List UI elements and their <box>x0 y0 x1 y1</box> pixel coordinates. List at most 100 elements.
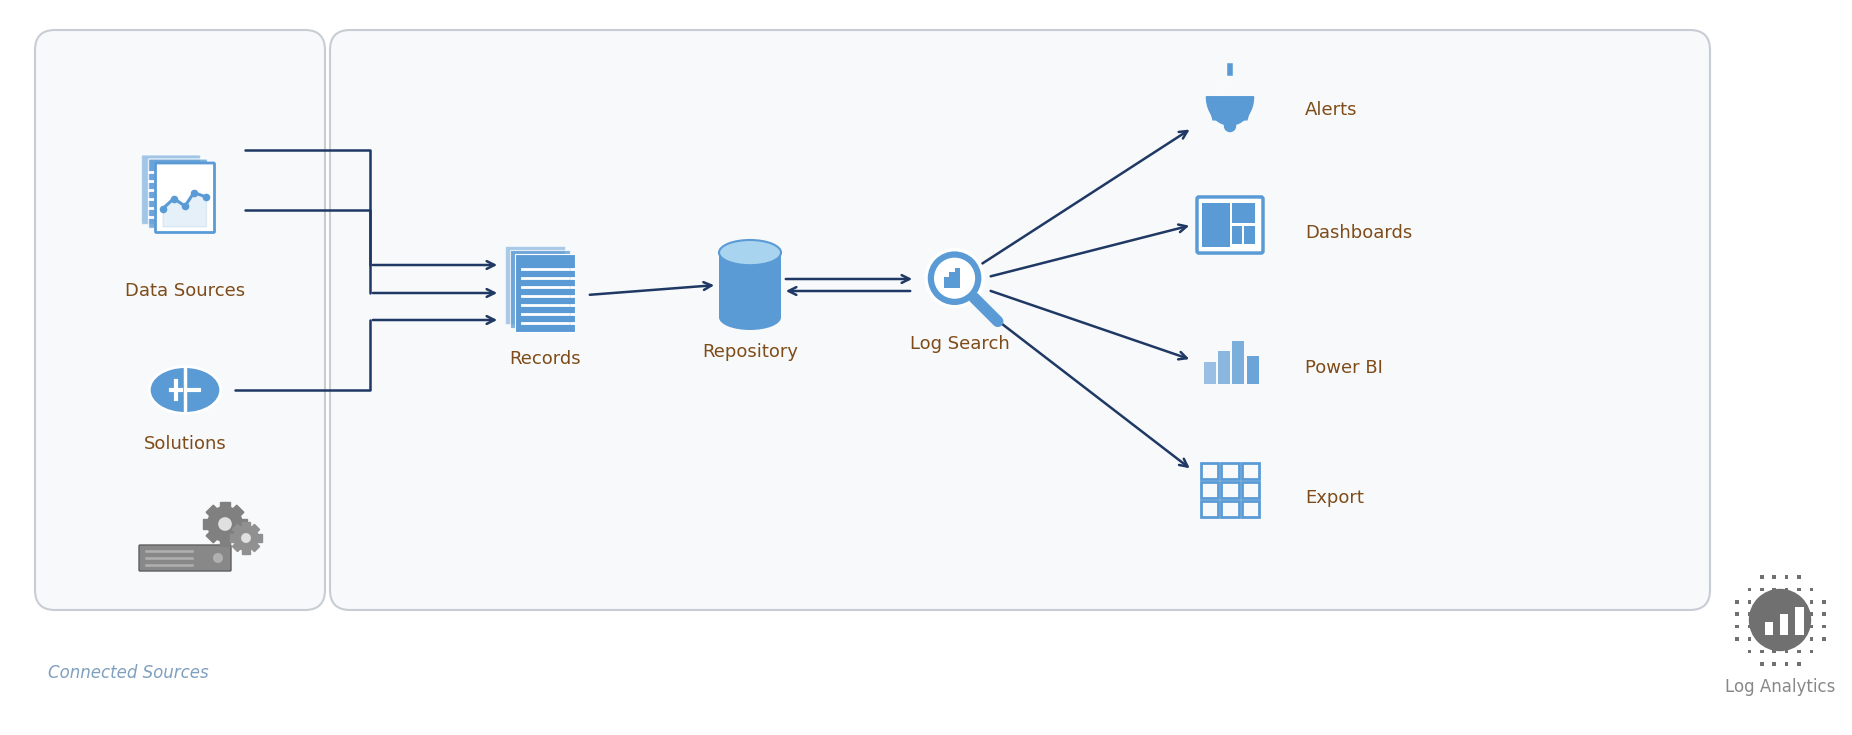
Bar <box>1202 203 1230 247</box>
Circle shape <box>1748 589 1811 651</box>
Point <box>180 187 209 198</box>
Bar <box>1772 575 1776 578</box>
Bar <box>1772 650 1776 653</box>
Bar <box>1232 203 1256 223</box>
FancyBboxPatch shape <box>156 163 215 232</box>
Bar <box>1759 637 1763 641</box>
Text: Power BI: Power BI <box>1306 359 1383 377</box>
Point <box>170 200 200 212</box>
Bar <box>1798 662 1800 666</box>
Bar <box>1246 356 1259 384</box>
Bar <box>1809 600 1813 603</box>
Bar <box>1200 482 1219 498</box>
Bar <box>1772 662 1776 666</box>
Point <box>159 193 189 204</box>
Polygon shape <box>230 534 235 542</box>
Bar <box>1219 351 1230 384</box>
Point <box>148 203 178 215</box>
Bar <box>1809 650 1813 653</box>
Polygon shape <box>233 505 244 517</box>
Bar <box>1822 625 1826 628</box>
Ellipse shape <box>719 240 782 265</box>
Bar <box>1809 587 1813 591</box>
Text: Export: Export <box>1306 489 1363 507</box>
Bar <box>1798 650 1800 653</box>
Bar <box>1780 614 1789 635</box>
Bar <box>1765 622 1772 635</box>
Circle shape <box>213 553 222 563</box>
Bar <box>1748 625 1750 628</box>
Bar <box>1735 625 1739 628</box>
Polygon shape <box>220 539 230 545</box>
Bar <box>1735 612 1739 616</box>
Bar <box>1232 226 1243 243</box>
Bar <box>1243 501 1259 517</box>
FancyBboxPatch shape <box>35 30 324 610</box>
Polygon shape <box>204 519 209 529</box>
Polygon shape <box>257 534 261 542</box>
Text: Connected Sources: Connected Sources <box>48 664 209 682</box>
Text: Repository: Repository <box>702 343 798 361</box>
Text: Solutions: Solutions <box>144 435 226 453</box>
Bar <box>1822 612 1826 616</box>
Bar <box>1809 625 1813 628</box>
FancyBboxPatch shape <box>139 545 232 571</box>
Polygon shape <box>241 519 246 529</box>
FancyBboxPatch shape <box>506 246 565 324</box>
Circle shape <box>219 517 232 531</box>
Circle shape <box>241 533 250 543</box>
Bar <box>1809 612 1813 616</box>
Bar <box>1785 650 1789 653</box>
Text: Log Analytics: Log Analytics <box>1724 678 1835 696</box>
Polygon shape <box>252 543 259 551</box>
Bar <box>1748 587 1750 591</box>
Polygon shape <box>252 524 259 532</box>
Polygon shape <box>206 531 217 543</box>
FancyBboxPatch shape <box>148 159 207 229</box>
Text: Records: Records <box>509 350 582 368</box>
Bar <box>1220 482 1239 498</box>
Bar <box>1204 362 1215 384</box>
Bar <box>1243 482 1259 498</box>
Bar <box>1822 637 1826 641</box>
Polygon shape <box>232 524 241 532</box>
Bar <box>1243 463 1259 478</box>
Text: Log Search: Log Search <box>909 335 1009 353</box>
FancyBboxPatch shape <box>515 254 574 332</box>
Bar <box>1759 650 1763 653</box>
Bar <box>1759 587 1763 591</box>
Polygon shape <box>1206 97 1254 120</box>
Bar <box>1200 501 1219 517</box>
Polygon shape <box>1206 97 1254 125</box>
Circle shape <box>933 258 976 298</box>
Bar <box>1795 607 1804 635</box>
Bar <box>1772 587 1776 591</box>
Ellipse shape <box>1220 85 1226 90</box>
FancyBboxPatch shape <box>511 250 570 328</box>
Text: Alerts: Alerts <box>1306 101 1358 119</box>
Bar <box>1232 341 1245 384</box>
Polygon shape <box>243 523 250 526</box>
Bar <box>1798 637 1800 641</box>
Bar <box>956 268 961 288</box>
Bar <box>1748 637 1750 641</box>
Circle shape <box>233 525 259 551</box>
Bar <box>1220 463 1239 478</box>
Bar <box>1785 662 1789 666</box>
Polygon shape <box>233 531 244 543</box>
Polygon shape <box>243 550 250 553</box>
Bar <box>1785 587 1789 591</box>
Bar <box>1748 612 1750 616</box>
Bar <box>1822 600 1826 603</box>
Bar <box>1748 650 1750 653</box>
Bar <box>719 253 782 318</box>
Polygon shape <box>220 503 230 508</box>
Bar <box>1798 575 1800 578</box>
Bar <box>1735 600 1739 603</box>
Bar <box>1785 575 1789 578</box>
Ellipse shape <box>719 305 782 330</box>
Bar <box>1798 600 1800 603</box>
FancyBboxPatch shape <box>156 163 215 232</box>
Text: Data Sources: Data Sources <box>124 282 244 300</box>
Text: Dashboards: Dashboards <box>1306 224 1413 242</box>
